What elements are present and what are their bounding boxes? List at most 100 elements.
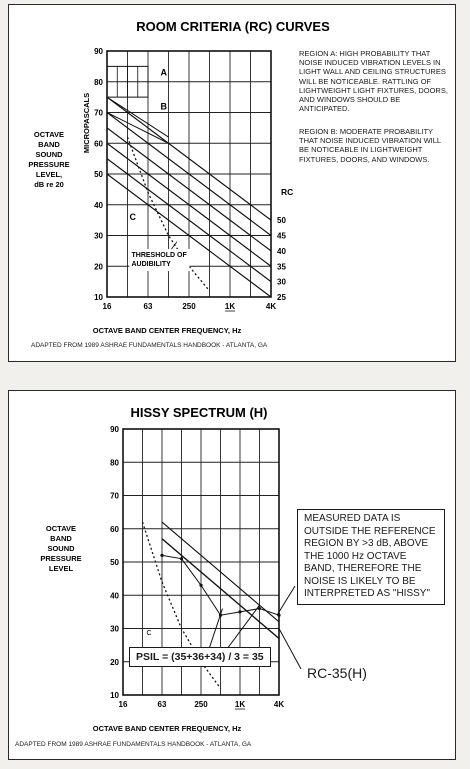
rating-pointer <box>278 628 302 670</box>
rc-curve-label: 30 <box>277 278 286 287</box>
y-axis-label-line: PRESSURE <box>28 160 69 169</box>
rc-curves-panel: ROOM CRITERIA (RC) CURVES OCTAVE BAND SOUN… <box>8 4 456 362</box>
y-tick-label: 90 <box>110 425 119 434</box>
region-b-boundary <box>106 96 169 138</box>
psil-pointer <box>226 604 260 650</box>
x-axis-label: OCTAVE BAND CENTER FREQUENCY, Hz <box>93 326 242 335</box>
rc-rating-label: RC-35(H) <box>307 665 367 681</box>
psil-formula-box: PSIL = (35+36+34) / 3 = 35 <box>129 647 271 667</box>
measured-point <box>277 613 281 617</box>
tick-labels: 10 20 30 40 50 60 70 80 90 16 63 250 1K 4K <box>94 47 276 312</box>
y-tick-label: 40 <box>94 201 103 210</box>
y-tick-label: 90 <box>94 47 103 56</box>
x-tick-label: 4K <box>274 700 284 709</box>
x-tick-label: 63 <box>144 302 153 311</box>
rc-curve-label: 25 <box>277 293 286 302</box>
x-tick-label: 4K <box>266 302 276 311</box>
y-axis-label-line: SOUND <box>35 150 63 159</box>
y-tick-label: 80 <box>94 78 103 87</box>
rc-curve-label: 40 <box>277 247 286 256</box>
chart-title: HISSY SPECTRUM (H) <box>131 405 268 420</box>
x-tick-label: 250 <box>194 700 208 709</box>
measured-point <box>238 610 242 614</box>
series-line <box>106 158 272 283</box>
threshold-of-audibility-line <box>126 136 210 292</box>
region-c-label: C <box>130 212 137 222</box>
y-tick-label: 30 <box>110 625 119 634</box>
measured-data-callout: MEASURED DATA IS OUTSIDE THE REFERENCE R… <box>297 509 445 605</box>
y-tick-label: 20 <box>94 262 103 271</box>
spectrum-series: C <box>141 521 302 689</box>
y-tick-label: 20 <box>110 658 119 667</box>
chart-title: ROOM CRITERIA (RC) CURVES <box>136 19 330 34</box>
x-tick-label: 16 <box>119 700 128 709</box>
source-footer: ADAPTED FROM 1989 ASHRAE FUNDAMENTALS HA… <box>15 741 252 748</box>
y-tick-label: 50 <box>110 558 119 567</box>
region-a-note: REGION A: HIGH PROBABILITY THAT NOISE IN… <box>299 49 448 114</box>
rc-curve-label: 45 <box>277 232 286 241</box>
y-axis-label-line: LEVEL, <box>36 170 62 179</box>
y-axis-label-line: OCTAVE <box>34 130 64 139</box>
measured-point <box>257 606 262 611</box>
threshold-label-arrow <box>171 241 178 250</box>
x-tick-label: 16 <box>103 302 112 311</box>
series-line <box>106 96 272 221</box>
y-tick-label: 80 <box>110 458 119 467</box>
region-b-note: REGION B: MODERATE PROBABILITY THAT NOIS… <box>299 127 441 164</box>
series-line <box>106 112 272 236</box>
x-tick-label: 250 <box>182 302 196 311</box>
measured-point <box>179 557 184 561</box>
series-line <box>106 173 272 298</box>
source-footer: ADAPTED FROM 1989 ASHRAE FUNDAMENTALS HA… <box>31 342 268 349</box>
callout-pointer <box>276 585 296 616</box>
y-tick-label: 40 <box>110 591 119 600</box>
x-axis-label: OCTAVE BAND CENTER FREQUENCY, Hz <box>93 724 242 733</box>
rc-curves-chart: ROOM CRITERIA (RC) CURVES OCTAVEBANDSOUN… <box>28 19 330 335</box>
y-axis-label-line: SOUND <box>47 544 75 553</box>
plot-frame <box>122 428 280 696</box>
region-a-label: A <box>161 68 168 78</box>
rc-curve-label: 50 <box>277 216 286 225</box>
y-tick-label: 30 <box>94 232 103 241</box>
x-tick-label: 1K <box>225 302 235 311</box>
measured-point <box>199 583 203 587</box>
y-tick-label: 60 <box>94 139 103 148</box>
y-tick-label: 60 <box>110 525 119 534</box>
rc-curve-label: 35 <box>277 262 286 271</box>
series-line <box>106 127 272 252</box>
measured-point <box>160 553 164 557</box>
region-b-label: B <box>161 101 168 111</box>
y-axis-label-line: PRESSURE <box>40 554 81 563</box>
y-axis-label-line: OCTAVE <box>46 524 76 533</box>
y-axis-label-side: MICROPASCALS <box>82 93 91 153</box>
hissy-spectrum-chart: HISSY SPECTRUM (H) OCTAVEBANDSOUNDPRESSU… <box>40 405 302 733</box>
rc-legend-title: RC <box>281 187 293 197</box>
y-axis-label-line: BAND <box>38 140 60 149</box>
region-b-boundary <box>106 112 169 144</box>
threshold-label-bg <box>129 249 190 272</box>
y-axis-label-line: LEVEL <box>49 564 74 573</box>
x-tick-label: 63 <box>158 700 167 709</box>
region-c-label: C <box>147 630 152 637</box>
series-line <box>106 142 272 267</box>
threshold-of-audibility-line <box>141 521 222 689</box>
psil-pointer <box>208 608 223 650</box>
x-tick-label: 1K <box>235 700 245 709</box>
y-tick-label: 10 <box>94 293 103 302</box>
series-line <box>161 538 280 640</box>
y-tick-label: 50 <box>94 170 103 179</box>
tick-labels: 10 20 30 40 50 60 70 80 90 16 63 250 1K 4K <box>110 425 284 710</box>
series-line <box>161 521 280 623</box>
y-axis-label-line: BAND <box>50 534 72 543</box>
y-axis-label-line: dB re 20 <box>34 180 64 189</box>
threshold-label: AUDIBILITY <box>132 261 172 268</box>
hissy-spectrum-panel: HISSY SPECTRUM (H) OCTAVE BAND SOUND PRESSU… <box>8 390 456 760</box>
threshold-label: THRESHOLD OF <box>132 252 188 259</box>
y-tick-label: 70 <box>94 109 103 118</box>
y-tick-label: 70 <box>110 492 119 501</box>
y-tick-label: 10 <box>110 691 119 700</box>
rc-series: 50 45 40 35 30 25 A B C THRESHOLD OF AUDIBILITY <box>106 65 286 302</box>
